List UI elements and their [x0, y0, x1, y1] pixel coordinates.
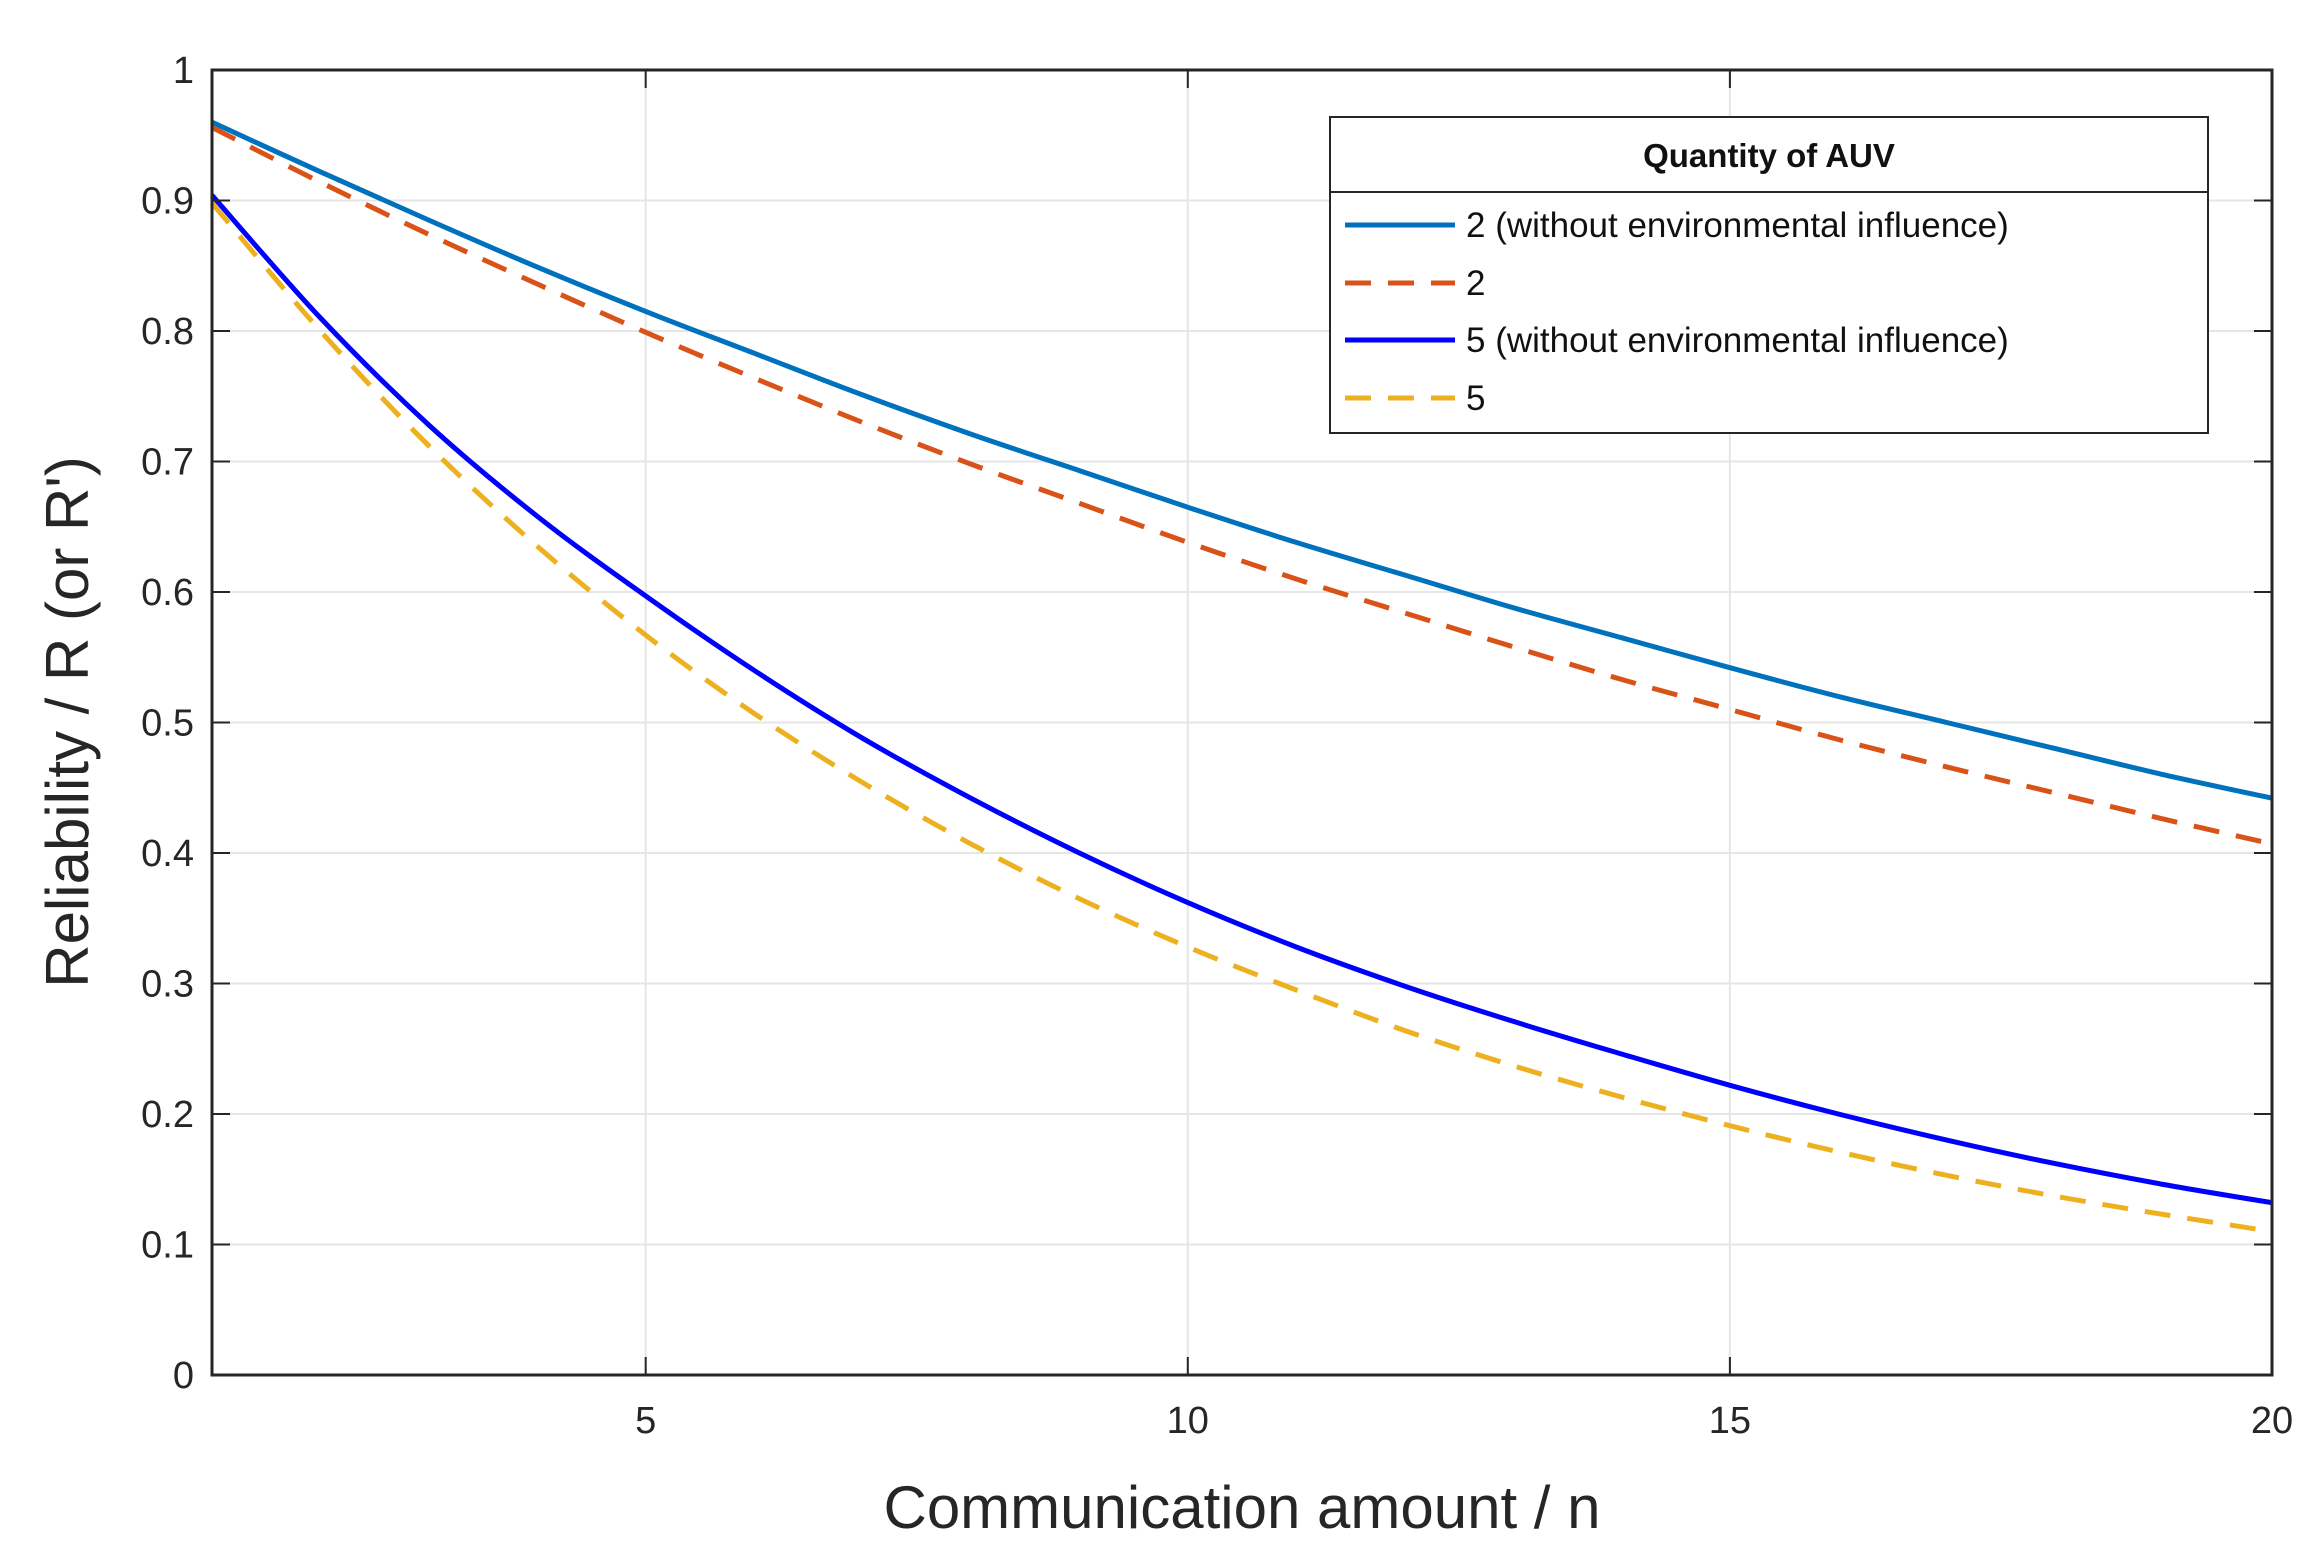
- legend-box: [1329, 116, 2209, 434]
- y-tick-label: 0.2: [141, 1094, 194, 1136]
- y-tick-label: 0.9: [141, 181, 194, 223]
- y-tick-labels: 0 0.1 0.2 0.3 0.4 0.5 0.6 0.7 0.8 0.9 1: [141, 50, 194, 1397]
- y-axis-label: Reliability / R (or R'): [34, 456, 101, 988]
- legend-label-2: 2: [1466, 264, 1485, 303]
- series-line-3: [210, 193, 2273, 1206]
- legend: Quantity of AUV 2 (without environmental…: [1329, 116, 2209, 434]
- y-tick-label: 0.1: [141, 1225, 194, 1267]
- x-axis-label: Communication amount / n: [883, 1474, 1600, 1541]
- axis-ticks: [212, 69, 2273, 1376]
- y-tick-label: 0.6: [141, 572, 194, 614]
- legend-label-3: 5 (without environmental influence): [1466, 321, 2009, 360]
- legend-entries: 2 (without environmental influence) 2 5 (w…: [1345, 206, 2009, 418]
- y-tick-label: 1: [173, 50, 194, 92]
- legend-label-4: 5: [1466, 379, 1485, 418]
- series-line-2: [210, 125, 2273, 847]
- x-tick-label: 15: [1709, 1400, 1751, 1442]
- legend-title: Quantity of AUV: [1643, 137, 1895, 174]
- y-tick-label: 0.5: [141, 703, 194, 745]
- x-tick-label: 5: [635, 1400, 656, 1442]
- legend-label-1: 2 (without environmental influence): [1466, 206, 2009, 245]
- y-tick-label: 0.4: [141, 833, 194, 875]
- grid-lines: [212, 70, 2272, 1375]
- y-tick-label: 0.8: [141, 311, 194, 353]
- x-tick-label: 10: [1167, 1400, 1209, 1442]
- y-tick-label: 0.7: [141, 442, 194, 484]
- x-tick-labels: 5 10 15 20: [635, 1400, 2293, 1442]
- x-tick-label: 20: [2251, 1400, 2293, 1442]
- y-tick-label: 0.3: [141, 964, 194, 1006]
- y-tick-label: 0: [173, 1355, 194, 1397]
- data-series: [210, 119, 2273, 1234]
- series-line-1: [210, 119, 2273, 801]
